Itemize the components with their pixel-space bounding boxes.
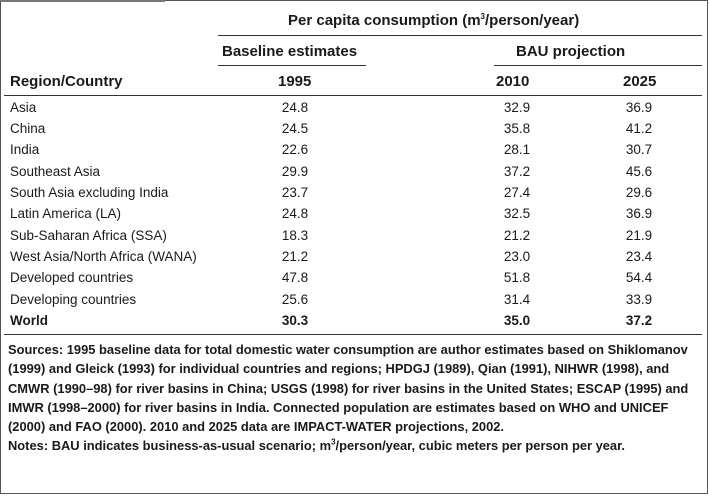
value-2025-cell: 23.4 xyxy=(625,249,653,264)
region-cell: Asia xyxy=(10,100,37,115)
value-2010-cell: 35.8 xyxy=(503,121,531,136)
region-cell: West Asia/North Africa (WANA) xyxy=(10,249,197,264)
value-1995-cell: 24.8 xyxy=(281,100,309,115)
value-2025-cell: 37.2 xyxy=(625,313,653,328)
group-title: Per capita consumption (m3/person/year) xyxy=(288,12,579,29)
value-1995-cell: 23.7 xyxy=(281,185,309,200)
value-2010-cell: 32.5 xyxy=(503,206,531,221)
region-cell: Latin America (LA) xyxy=(10,206,122,221)
value-1995-cell: 24.8 xyxy=(281,206,309,221)
value-1995-cell: 30.3 xyxy=(281,313,309,328)
group-title-unit: /person/year) xyxy=(485,12,580,29)
group-title-superscript: 3 xyxy=(480,12,485,21)
notes-line: Notes: BAU indicates business-as-usual s… xyxy=(8,436,700,455)
baseline-header: Baseline estimates xyxy=(222,43,358,60)
region-cell: Developing countries xyxy=(10,292,137,307)
value-2025-cell: 41.2 xyxy=(625,121,653,136)
value-1995-cell: 18.3 xyxy=(281,228,309,243)
table-bottom-rule xyxy=(4,334,702,335)
bau-rule xyxy=(494,65,702,66)
value-2025-cell: 30.7 xyxy=(625,142,653,157)
value-2025-cell: 36.9 xyxy=(625,100,653,115)
sources-note: Sources: 1995 baseline data for total do… xyxy=(8,342,689,435)
value-2010-cell: 21.2 xyxy=(503,228,531,243)
header-rule xyxy=(4,95,702,96)
top-edge-mark xyxy=(0,0,165,2)
value-2025-cell: 29.6 xyxy=(625,185,653,200)
notes-superscript: 3 xyxy=(331,438,336,448)
bau-header: BAU projection xyxy=(516,43,626,60)
region-column-header: Region/Country xyxy=(10,73,123,90)
baseline-rule xyxy=(218,65,366,66)
group-title-rule xyxy=(218,35,702,36)
region-cell: Southeast Asia xyxy=(10,164,101,179)
value-2010-cell: 35.0 xyxy=(503,313,531,328)
notes-text-tail: /person/year, cubic meters per person pe… xyxy=(335,438,625,454)
region-cell: World xyxy=(10,313,48,328)
notes-text: Notes: BAU indicates business-as-usual s… xyxy=(8,438,332,454)
col-1995-header: 1995 xyxy=(278,73,312,90)
group-title-text: Per capita consumption (m xyxy=(288,12,481,29)
value-2025-cell: 36.9 xyxy=(625,206,653,221)
col-2025-header: 2025 xyxy=(623,73,657,90)
value-2010-cell: 32.9 xyxy=(503,100,531,115)
value-2025-cell: 54.4 xyxy=(625,270,653,285)
col-2010-header: 2010 xyxy=(496,73,530,90)
value-1995-cell: 21.2 xyxy=(281,249,309,264)
region-cell: India xyxy=(10,142,40,157)
region-cell: South Asia excluding India xyxy=(10,185,169,200)
value-1995-cell: 25.6 xyxy=(281,292,309,307)
value-2010-cell: 31.4 xyxy=(503,292,531,307)
value-1995-cell: 47.8 xyxy=(281,270,309,285)
value-1995-cell: 24.5 xyxy=(281,121,309,136)
value-2010-cell: 27.4 xyxy=(503,185,531,200)
region-cell: China xyxy=(10,121,46,136)
region-cell: Sub-Saharan Africa (SSA) xyxy=(10,228,167,243)
value-2010-cell: 28.1 xyxy=(503,142,531,157)
value-1995-cell: 22.6 xyxy=(281,142,309,157)
value-1995-cell: 29.9 xyxy=(281,164,309,179)
table-notes: Sources: 1995 baseline data for total do… xyxy=(8,340,700,456)
value-2025-cell: 21.9 xyxy=(625,228,653,243)
value-2010-cell: 23.0 xyxy=(503,249,531,264)
value-2010-cell: 51.8 xyxy=(503,270,531,285)
value-2025-cell: 33.9 xyxy=(625,292,653,307)
value-2025-cell: 45.6 xyxy=(625,164,653,179)
value-2010-cell: 37.2 xyxy=(503,164,531,179)
region-cell: Developed countries xyxy=(10,270,134,285)
